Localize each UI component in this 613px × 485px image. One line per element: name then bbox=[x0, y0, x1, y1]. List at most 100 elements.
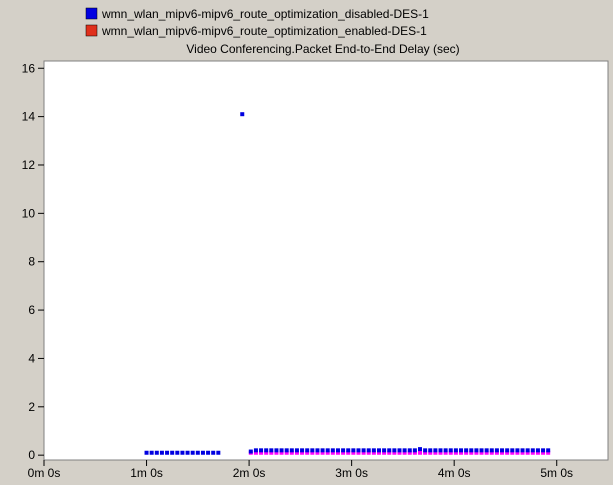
x-tick-label: 0m 0s bbox=[28, 466, 61, 480]
data-point-enabled bbox=[428, 450, 433, 455]
data-point-disabled bbox=[330, 448, 335, 453]
data-point-enabled bbox=[535, 450, 540, 455]
data-point-disabled bbox=[175, 450, 180, 455]
data-point-enabled bbox=[453, 450, 458, 455]
data-point-enabled bbox=[289, 450, 294, 455]
data-point-enabled bbox=[392, 450, 397, 455]
data-point-disabled bbox=[320, 448, 325, 453]
y-tick-label: 6 bbox=[28, 303, 35, 317]
data-point-enabled bbox=[376, 450, 381, 455]
data-point-enabled bbox=[494, 450, 499, 455]
data-point-disabled bbox=[382, 448, 387, 453]
data-point-enabled bbox=[315, 450, 320, 455]
data-point-disabled bbox=[397, 448, 402, 453]
data-point-enabled bbox=[305, 450, 310, 455]
data-point-disabled bbox=[520, 448, 525, 453]
data-point-enabled bbox=[418, 450, 422, 455]
data-point-disabled bbox=[144, 450, 149, 455]
data-point-disabled bbox=[300, 448, 305, 453]
data-point-enabled bbox=[356, 450, 361, 455]
data-point-disabled bbox=[433, 448, 438, 453]
data-point-enabled bbox=[484, 450, 489, 455]
data-point-enabled bbox=[448, 450, 453, 455]
data-point-disabled bbox=[269, 448, 274, 453]
data-point-disabled bbox=[356, 448, 361, 453]
data-point-disabled bbox=[530, 448, 535, 453]
data-point-disabled bbox=[387, 448, 392, 453]
data-point-enabled bbox=[387, 450, 392, 455]
data-point-enabled bbox=[397, 450, 402, 455]
x-axis: 0m 0s 1m 0s 2m 0s 3m 0s 4m 0s 5m 0s bbox=[28, 460, 573, 480]
data-point-disabled bbox=[438, 448, 443, 453]
data-point-enabled bbox=[402, 450, 407, 455]
legend: wmn_wlan_mipv6-mipv6_route_optimization_… bbox=[85, 7, 429, 38]
y-tick-label: 16 bbox=[22, 61, 36, 75]
x-tick-label: 2m 0s bbox=[233, 466, 266, 480]
data-point-enabled bbox=[330, 450, 335, 455]
data-point-disabled bbox=[418, 447, 422, 452]
data-point-disabled bbox=[412, 448, 417, 453]
series-enabled bbox=[248, 450, 551, 455]
data-point-enabled bbox=[253, 450, 258, 455]
data-point-disabled bbox=[505, 448, 510, 453]
y-tick-label: 0 bbox=[28, 448, 35, 462]
data-point-disabled bbox=[346, 448, 351, 453]
data-point-disabled bbox=[459, 448, 464, 453]
data-point-disabled bbox=[428, 448, 433, 453]
data-point-disabled bbox=[289, 448, 294, 453]
data-point-disabled bbox=[264, 448, 269, 453]
data-point-disabled bbox=[170, 450, 175, 455]
data-point-disabled bbox=[154, 450, 159, 455]
data-point-disabled bbox=[165, 450, 170, 455]
data-point-enabled bbox=[320, 450, 325, 455]
data-point-enabled bbox=[464, 450, 469, 455]
data-point-disabled bbox=[371, 448, 376, 453]
data-point-enabled bbox=[479, 450, 484, 455]
data-point-disabled bbox=[240, 112, 245, 117]
data-point-disabled bbox=[284, 448, 289, 453]
data-point-enabled bbox=[361, 450, 366, 455]
data-point-disabled bbox=[195, 450, 200, 455]
x-tick-label: 5m 0s bbox=[540, 466, 573, 480]
data-point-disabled bbox=[376, 448, 381, 453]
data-point-enabled bbox=[300, 450, 305, 455]
data-point-enabled bbox=[346, 450, 351, 455]
data-point-disabled bbox=[279, 448, 284, 453]
data-point-enabled bbox=[279, 450, 284, 455]
data-point-enabled bbox=[515, 450, 520, 455]
data-point-disabled bbox=[469, 448, 474, 453]
data-point-enabled bbox=[459, 450, 464, 455]
data-point-enabled bbox=[335, 450, 340, 455]
data-point-disabled bbox=[535, 448, 540, 453]
data-point-enabled bbox=[469, 450, 474, 455]
data-point-disabled bbox=[253, 448, 258, 453]
data-point-disabled bbox=[259, 448, 264, 453]
data-point-enabled bbox=[382, 450, 387, 455]
data-point-disabled bbox=[341, 448, 346, 453]
data-point-enabled bbox=[294, 450, 299, 455]
data-point-enabled bbox=[443, 450, 448, 455]
legend-item-disabled: wmn_wlan_mipv6-mipv6_route_optimization_… bbox=[85, 7, 429, 21]
data-point-disabled bbox=[510, 448, 515, 453]
data-point-disabled bbox=[464, 448, 469, 453]
y-tick-label: 14 bbox=[22, 110, 36, 124]
data-point-enabled bbox=[366, 450, 371, 455]
data-point-enabled bbox=[500, 450, 505, 455]
data-point-disabled bbox=[479, 448, 484, 453]
data-point-enabled bbox=[438, 450, 443, 455]
data-point-enabled bbox=[423, 450, 428, 455]
chart-title: Video Conferencing.Packet End-to-End Del… bbox=[186, 42, 459, 56]
data-point-enabled bbox=[407, 450, 412, 455]
data-point-disabled bbox=[310, 448, 315, 453]
data-point-disabled bbox=[494, 448, 499, 453]
data-point-disabled bbox=[211, 450, 216, 455]
data-point-disabled bbox=[500, 448, 505, 453]
data-point-enabled bbox=[510, 450, 515, 455]
data-point-enabled bbox=[341, 450, 346, 455]
data-point-enabled bbox=[274, 450, 279, 455]
data-point-disabled bbox=[474, 448, 479, 453]
data-point-disabled bbox=[525, 448, 530, 453]
data-point-enabled bbox=[474, 450, 479, 455]
data-point-enabled bbox=[284, 450, 289, 455]
data-point-disabled bbox=[546, 448, 551, 453]
